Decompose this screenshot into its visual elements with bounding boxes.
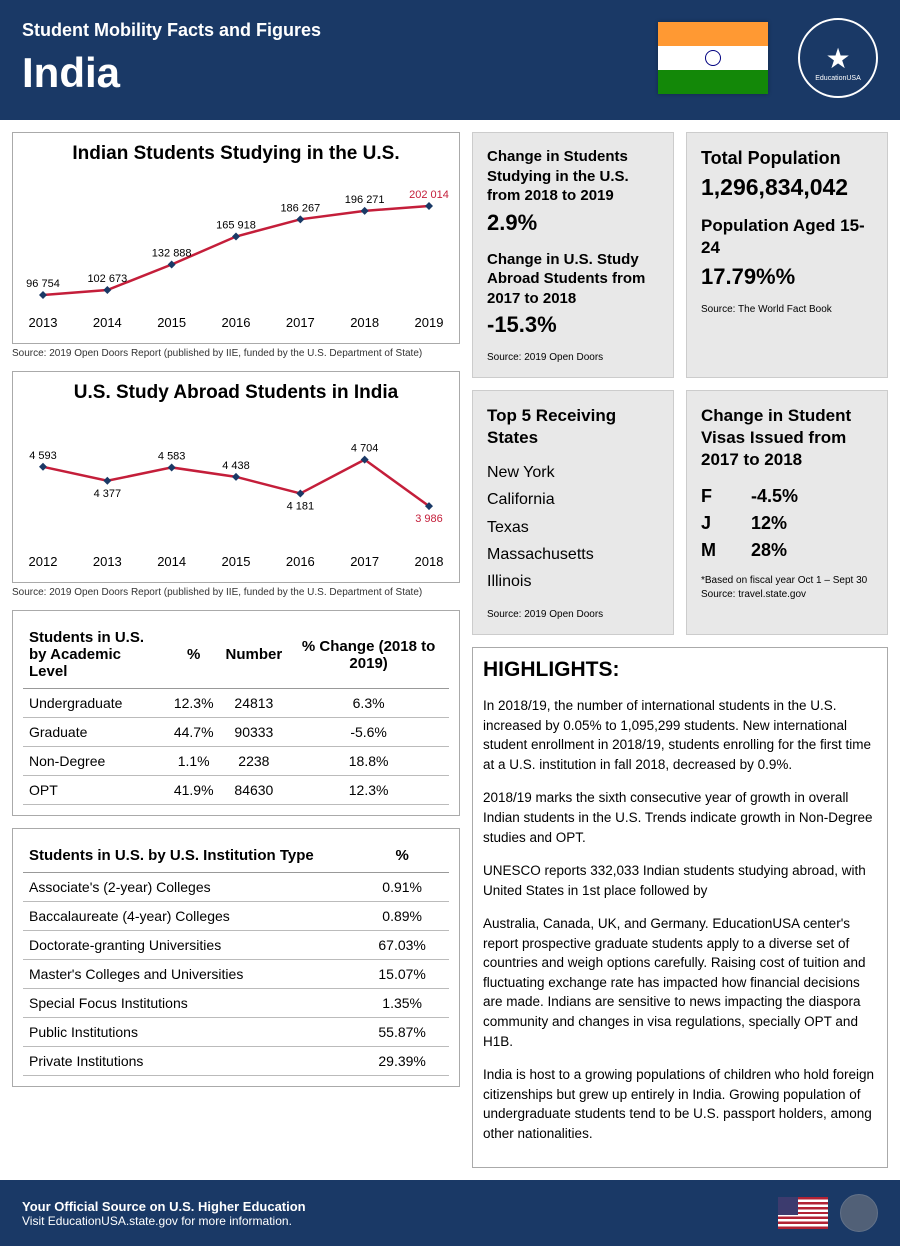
svg-text:2018: 2018 [350,315,379,330]
highlights-panel: HIGHLIGHTS: In 2018/19, the number of in… [472,647,888,1168]
pop-label: Total Population [701,147,873,170]
svg-text:3 986: 3 986 [415,513,443,525]
highlight-para: Australia, Canada, UK, and Germany. Educ… [483,914,877,1051]
educationusa-logo-icon: ★ EducationUSA [798,18,878,98]
state-seal-icon [840,1194,878,1232]
visas-note: *Based on fiscal year Oct 1 – Sept 30Sou… [701,574,873,602]
svg-text:2012: 2012 [29,554,58,569]
svg-text:4 704: 4 704 [351,443,379,455]
table-row: Doctorate-granting Universities67.03% [23,931,449,960]
highlight-para: In 2018/19, the number of international … [483,696,877,774]
svg-text:4 377: 4 377 [94,488,122,500]
state-item: New York [487,459,659,486]
svg-text:2016: 2016 [222,315,251,330]
svg-text:2018: 2018 [415,554,444,569]
header: Student Mobility Facts and Figures India… [0,0,900,120]
svg-text:2013: 2013 [93,554,122,569]
svg-text:165 918: 165 918 [216,220,256,232]
right-column: Change in Students Studying in the U.S. … [472,132,888,1168]
table2: Students in U.S. by U.S. Institution Typ… [12,828,460,1087]
visas-panel: Change in Student Visas Issued from 2017… [686,390,888,635]
visas-title: Change in Student Visas Issued from 2017… [701,405,873,471]
population-panel: Total Population 1,296,834,042 Populatio… [686,132,888,378]
visa-row: M28% [701,537,873,564]
change1-label: Change in Students Studying in the U.S. … [487,147,659,206]
svg-text:102 673: 102 673 [87,273,127,285]
table-row: Graduate44.7%90333-5.6% [23,718,449,747]
table-row: OPT41.9%8463012.3% [23,776,449,805]
svg-text:202 014: 202 014 [409,189,449,201]
svg-text:132 888: 132 888 [152,247,192,259]
svg-text:4 593: 4 593 [29,450,57,462]
chart1-title: Indian Students Studying in the U.S. [23,143,449,165]
us-flag-icon [778,1197,828,1229]
change2-label: Change in U.S. Study Abroad Students fro… [487,250,659,309]
svg-text:2014: 2014 [157,554,186,569]
changes-source: Source: 2019 Open Doors [487,352,659,363]
svg-text:2014: 2014 [93,315,122,330]
chart1-source: Source: 2019 Open Doors Report (publishe… [12,348,460,359]
state-item: Massachusetts [487,541,659,568]
header-text: Student Mobility Facts and Figures India [22,20,658,97]
svg-text:2015: 2015 [222,554,251,569]
highlight-para: India is host to a growing populations o… [483,1065,877,1143]
footer: Your Official Source on U.S. Higher Educ… [0,1180,900,1246]
highlight-para: 2018/19 marks the sixth consecutive year… [483,788,877,847]
page-subtitle: Student Mobility Facts and Figures [22,20,658,41]
svg-text:4 438: 4 438 [222,460,250,472]
table-row: Private Institutions29.39% [23,1047,449,1076]
states-source: Source: 2019 Open Doors [487,609,659,620]
svg-text:2013: 2013 [29,315,58,330]
table-row: Special Focus Institutions1.35% [23,989,449,1018]
chart1-svg: 96 754 2013 102 673 2014 132 888 2015 165 918 2… [23,173,449,333]
page-title: India [22,49,658,97]
table1: Students in U.S. by Academic Level%Numbe… [12,610,460,816]
change1-value: 2.9% [487,210,659,236]
svg-text:2016: 2016 [286,554,315,569]
india-flag-icon [658,22,768,94]
svg-text:4 181: 4 181 [287,500,315,512]
change2-value: -15.3% [487,312,659,338]
changes-panel: Change in Students Studying in the U.S. … [472,132,674,378]
chart1-block: Indian Students Studying in the U.S. 96 … [12,132,460,359]
table-row: Undergraduate12.3%248136.3% [23,689,449,718]
highlight-para: UNESCO reports 332,033 Indian students s… [483,861,877,900]
table-row: Baccalaureate (4-year) Colleges0.89% [23,902,449,931]
pop-value: 1,296,834,042 [701,174,873,201]
content: Indian Students Studying in the U.S. 96 … [0,120,900,1180]
svg-text:96 754: 96 754 [26,278,60,290]
left-column: Indian Students Studying in the U.S. 96 … [12,132,460,1168]
table-row: Associate's (2-year) Colleges0.91% [23,873,449,902]
visa-row: J12% [701,510,873,537]
state-item: Texas [487,514,659,541]
footer-text: Your Official Source on U.S. Higher Educ… [22,1199,306,1228]
table-row: Master's Colleges and Universities15.07% [23,960,449,989]
state-item: California [487,486,659,513]
svg-text:2017: 2017 [286,315,315,330]
states-title: Top 5 Receiving States [487,405,659,449]
footer-line1: Your Official Source on U.S. Higher Educ… [22,1199,306,1214]
states-panel: Top 5 Receiving States New YorkCaliforni… [472,390,674,635]
pop2-value: 17.79%% [701,264,873,290]
state-item: Illinois [487,568,659,595]
pop2-label: Population Aged 15-24 [701,215,873,259]
highlights-title: HIGHLIGHTS: [483,658,877,682]
table-row: Public Institutions55.87% [23,1018,449,1047]
visa-row: F-4.5% [701,483,873,510]
chart2-block: U.S. Study Abroad Students in India 4 59… [12,371,460,598]
svg-text:2019: 2019 [415,315,444,330]
svg-text:2015: 2015 [157,315,186,330]
chart2-svg: 4 593 2012 4 377 2013 4 583 2014 4 438 2015 4 18… [23,412,449,572]
chart2-title: U.S. Study Abroad Students in India [23,382,449,404]
svg-text:4 583: 4 583 [158,450,186,462]
table-row: Non-Degree1.1%223818.8% [23,747,449,776]
footer-line2: Visit EducationUSA.state.gov for more in… [22,1214,306,1228]
pop-source: Source: The World Fact Book [701,304,873,315]
header-right: ★ EducationUSA [658,18,878,98]
chart2-source: Source: 2019 Open Doors Report (publishe… [12,587,460,598]
svg-text:2017: 2017 [350,554,379,569]
footer-icons [778,1194,878,1232]
svg-text:196 271: 196 271 [345,194,385,206]
svg-text:186 267: 186 267 [280,202,320,214]
